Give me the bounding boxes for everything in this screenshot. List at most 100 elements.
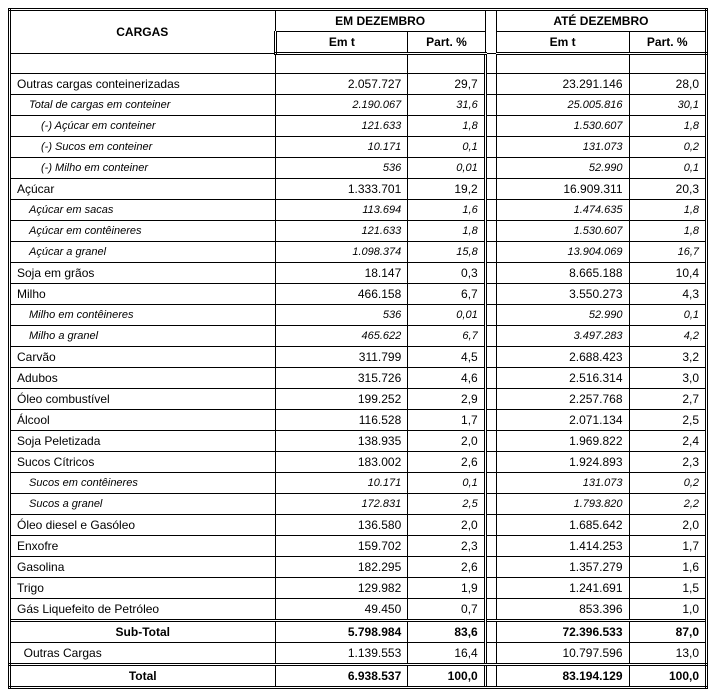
cell-pct: 2,0 <box>408 515 485 536</box>
cell-emt: 49.450 <box>275 599 408 621</box>
cell-emt2: 3.550.273 <box>496 284 629 305</box>
cell-gap <box>485 452 496 473</box>
row-label: (-) Sucos em conteiner <box>10 137 276 158</box>
row-label: Sucos a granel <box>10 494 276 515</box>
cell-emt2: 13.904.069 <box>496 242 629 263</box>
cell-gap <box>485 326 496 347</box>
table-row: Sub-Total5.798.98483,672.396.53387,0 <box>10 621 707 643</box>
cell-gap <box>485 536 496 557</box>
cell-pct: 2,6 <box>408 557 485 578</box>
cell-emt2: 1.357.279 <box>496 557 629 578</box>
row-label: Gás Liquefeito de Petróleo <box>10 599 276 621</box>
cell-emt: 1.098.374 <box>275 242 408 263</box>
row-label: Milho <box>10 284 276 305</box>
cell-pct: 2,3 <box>408 536 485 557</box>
cell-pct2: 1,8 <box>629 116 706 137</box>
row-label: Enxofre <box>10 536 276 557</box>
cell: 6.938.537 <box>275 665 408 688</box>
cell-gap <box>485 221 496 242</box>
cell-emt2: 1.530.607 <box>496 116 629 137</box>
cell-emt: 113.694 <box>275 200 408 221</box>
row-label: Açúcar a granel <box>10 242 276 263</box>
cell-pct: 2,9 <box>408 389 485 410</box>
cell-pct: 6,7 <box>408 326 485 347</box>
header-emt-2: Em t <box>496 32 629 54</box>
table-row: Soja Peletizada138.9352,01.969.8222,4 <box>10 431 707 452</box>
cell-pct: 0,01 <box>408 305 485 326</box>
cell-pct: 6,7 <box>408 284 485 305</box>
row-label: Óleo diesel e Gasóleo <box>10 515 276 536</box>
cell-emt2: 1.685.642 <box>496 515 629 536</box>
cell-emt: 182.295 <box>275 557 408 578</box>
cell-pct: 4,6 <box>408 368 485 389</box>
cell-gap <box>485 494 496 515</box>
cell-pct: 0,1 <box>408 137 485 158</box>
cell-emt: 136.580 <box>275 515 408 536</box>
cell-gap <box>485 200 496 221</box>
row-label: Outras cargas conteinerizadas <box>10 74 276 95</box>
cell-pct2: 1,8 <box>629 200 706 221</box>
cell-emt2: 1.969.822 <box>496 431 629 452</box>
cell-emt2: 853.396 <box>496 599 629 621</box>
cell-emt: 1.333.701 <box>275 179 408 200</box>
table-row: Açúcar1.333.70119,216.909.31120,3 <box>10 179 707 200</box>
cell-emt2: 1.414.253 <box>496 536 629 557</box>
cell-pct2: 1,0 <box>629 599 706 621</box>
subtotal-label: Sub-Total <box>10 621 276 643</box>
row-label: Trigo <box>10 578 276 599</box>
row-label: Óleo combustível <box>10 389 276 410</box>
cell-gap <box>485 305 496 326</box>
cell-pct2: 0,2 <box>629 137 706 158</box>
row-label: (-) Açúcar em conteiner <box>10 116 276 137</box>
cell-gap <box>485 179 496 200</box>
cargo-table: CARGAS EM DEZEMBRO ATÉ DEZEMBRO Em t Par… <box>8 8 708 689</box>
row-label: Soja em grãos <box>10 263 276 284</box>
cell: 83,6 <box>408 621 485 643</box>
cell-pct: 1,8 <box>408 221 485 242</box>
cell-emt2: 1.924.893 <box>496 452 629 473</box>
cell-pct2: 2,5 <box>629 410 706 431</box>
table-row: Enxofre159.7022,31.414.2531,7 <box>10 536 707 557</box>
cell-emt: 10.171 <box>275 473 408 494</box>
cell <box>485 54 496 74</box>
cell <box>10 54 276 74</box>
cell-pct: 0,1 <box>408 473 485 494</box>
cell-gap <box>485 95 496 116</box>
cell-pct: 1,7 <box>408 410 485 431</box>
cell-emt2: 2.516.314 <box>496 368 629 389</box>
cell-gap <box>485 557 496 578</box>
cell-pct: 31,6 <box>408 95 485 116</box>
table-row: Outras cargas conteinerizadas2.057.72729… <box>10 74 707 95</box>
cell-pct2: 2,0 <box>629 515 706 536</box>
cell-pct: 2,6 <box>408 452 485 473</box>
cell-emt: 10.171 <box>275 137 408 158</box>
cell <box>485 665 496 688</box>
table-row: Gasolina182.2952,61.357.2791,6 <box>10 557 707 578</box>
cell <box>629 54 706 74</box>
cell-emt: 129.982 <box>275 578 408 599</box>
row-label: Milho em contêineres <box>10 305 276 326</box>
header-pct-1: Part. % <box>408 32 485 54</box>
cell-gap <box>485 74 496 95</box>
header-em-dezembro: EM DEZEMBRO <box>275 10 485 32</box>
cell-pct2: 3,2 <box>629 347 706 368</box>
cell-emt2: 131.073 <box>496 137 629 158</box>
cell-emt2: 1.793.820 <box>496 494 629 515</box>
cell-emt2: 131.073 <box>496 473 629 494</box>
cell-emt: 2.190.067 <box>275 95 408 116</box>
cell-emt: 121.633 <box>275 116 408 137</box>
cell-pct: 1,6 <box>408 200 485 221</box>
cell-pct2: 10,4 <box>629 263 706 284</box>
header-emt-1: Em t <box>275 32 408 54</box>
table-row <box>10 54 707 74</box>
row-label: Álcool <box>10 410 276 431</box>
table-row: Total6.938.537100,083.194.129100,0 <box>10 665 707 688</box>
table-row: Milho a granel465.6226,73.497.2834,2 <box>10 326 707 347</box>
cell: 10.797.596 <box>496 643 629 665</box>
cell-pct2: 0,1 <box>629 305 706 326</box>
cell: 72.396.533 <box>496 621 629 643</box>
cell-emt: 183.002 <box>275 452 408 473</box>
cell-gap <box>485 116 496 137</box>
cell-emt2: 16.909.311 <box>496 179 629 200</box>
cell-emt: 465.622 <box>275 326 408 347</box>
